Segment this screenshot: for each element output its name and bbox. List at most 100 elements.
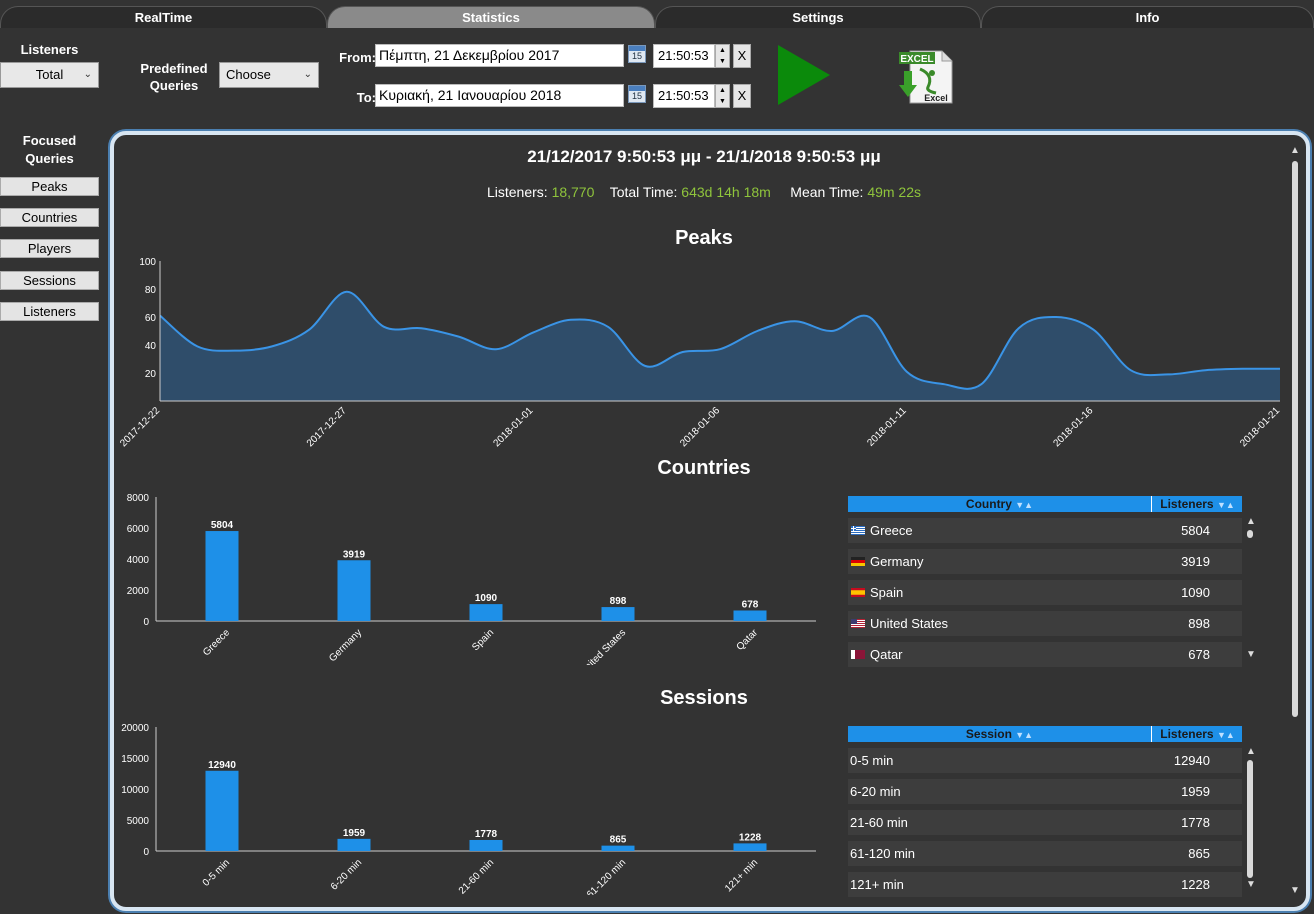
- table-row[interactable]: Spain 1090: [848, 580, 1242, 605]
- listeners-select[interactable]: Total ⌄: [0, 62, 99, 88]
- row-value: 1090: [1181, 585, 1210, 600]
- row-label: Qatar: [870, 647, 903, 662]
- countries-table-header: Country ▼▲ Listeners ▼▲: [848, 496, 1242, 512]
- sessions-y-tick-label: 15000: [121, 754, 149, 765]
- countries-bar: [601, 607, 635, 621]
- table-row[interactable]: Germany 3919: [848, 549, 1242, 574]
- scroll-down-icon[interactable]: ▼: [1290, 885, 1300, 896]
- sort-arrows-icon[interactable]: ▼▲: [1015, 500, 1034, 510]
- table-row[interactable]: United States 898: [848, 611, 1242, 636]
- row-label: Germany: [870, 554, 924, 569]
- countries-y-tick-label: 2000: [127, 586, 150, 597]
- peaks-button[interactable]: Peaks: [0, 177, 99, 196]
- table-row[interactable]: 0-5 min 12940: [848, 748, 1242, 773]
- countries-y-tick-label: 0: [143, 617, 149, 628]
- row-label: 21-60 min: [850, 815, 908, 830]
- peaks-y-tick-label: 80: [145, 285, 157, 296]
- country-header-label: Country: [965, 497, 1012, 511]
- excel-export-icon[interactable]: EXCEL Excel: [898, 47, 954, 105]
- tab-info[interactable]: Info: [981, 6, 1314, 28]
- sessions-y-tick-label: 0: [143, 847, 149, 858]
- peaks-y-tick-label: 40: [145, 341, 157, 352]
- table-row[interactable]: 21-60 min 1778: [848, 810, 1242, 835]
- peaks-x-tick-label: 2017-12-22: [118, 405, 162, 449]
- spin-up-icon[interactable]: ▲: [719, 47, 726, 54]
- row-value: 865: [1188, 846, 1210, 861]
- countries-category-label: Greece: [201, 627, 232, 658]
- germany-flag-icon: [851, 557, 865, 566]
- peaks-x-tick-label: 2018-01-01: [492, 405, 536, 449]
- scroll-down-icon[interactable]: ▼: [1246, 879, 1256, 890]
- countries-category-label: Germany: [327, 627, 364, 664]
- countries-value-label: 678: [742, 599, 759, 610]
- from-clear-button[interactable]: X: [733, 44, 751, 68]
- table-row[interactable]: Qatar 678: [848, 642, 1242, 667]
- to-time-spinner[interactable]: ▲ ▼: [715, 84, 730, 108]
- sessions-value-label: 865: [610, 835, 627, 846]
- excel-top-label: EXCEL: [900, 54, 933, 65]
- scroll-thumb[interactable]: [1247, 760, 1253, 878]
- listeners-button[interactable]: Listeners: [0, 302, 99, 321]
- spin-up-icon[interactable]: ▲: [719, 87, 726, 94]
- from-time-spinner[interactable]: ▲ ▼: [715, 44, 730, 68]
- predefined-queries-label: Predefined Queries: [130, 60, 218, 94]
- table-row[interactable]: 6-20 min 1959: [848, 779, 1242, 804]
- listeners-select-value: Total: [35, 67, 64, 82]
- scroll-up-icon[interactable]: ▲: [1290, 145, 1300, 156]
- from-date-field[interactable]: Πέμπτη, 21 Δεκεμβρίου 2017: [375, 44, 624, 67]
- scroll-down-icon[interactable]: ▼: [1246, 649, 1256, 660]
- scroll-thumb[interactable]: [1247, 530, 1253, 538]
- sessions-bar: [469, 839, 503, 851]
- row-value: 1959: [1181, 784, 1210, 799]
- scroll-up-icon[interactable]: ▲: [1246, 746, 1256, 757]
- table-row[interactable]: 61-120 min 865: [848, 841, 1242, 866]
- to-time-field[interactable]: 21:50:53: [653, 84, 715, 108]
- listeners-column-header[interactable]: Listeners ▼▲: [1153, 726, 1242, 743]
- tab-settings[interactable]: Settings: [655, 6, 981, 28]
- main-scrollbar[interactable]: ▲ ▼: [1290, 145, 1300, 899]
- sort-arrows-icon[interactable]: ▼▲: [1216, 730, 1235, 740]
- calendar-icon[interactable]: 15: [628, 45, 646, 63]
- spin-down-icon[interactable]: ▼: [719, 98, 726, 105]
- tab-realtime[interactable]: RealTime: [0, 6, 327, 28]
- countries-category-label: Spain: [470, 627, 496, 653]
- focused-queries-label: Focused Queries: [0, 132, 99, 168]
- countries-category-label: United States: [578, 627, 628, 665]
- country-column-header[interactable]: Country ▼▲: [848, 496, 1152, 512]
- spain-flag-icon: [851, 588, 865, 597]
- from-time-field[interactable]: 21:50:53: [653, 44, 715, 68]
- row-value: 3919: [1181, 554, 1210, 569]
- sessions-chart: 0 5000 10000 15000 20000 12940 0-5 min 1959 6-20…: [121, 723, 816, 895]
- countries-button[interactable]: Countries: [0, 208, 99, 227]
- players-button[interactable]: Players: [0, 239, 99, 258]
- row-value: 5804: [1181, 523, 1210, 538]
- chevron-down-icon: ⌄: [83, 69, 92, 80]
- peaks-x-tick-label: 2018-01-21: [1238, 405, 1282, 449]
- session-column-header[interactable]: Session ▼▲: [848, 726, 1152, 742]
- to-clear-button[interactable]: X: [733, 84, 751, 108]
- tab-statistics[interactable]: Statistics: [327, 6, 655, 28]
- sessions-button[interactable]: Sessions: [0, 271, 99, 290]
- total-time-label: Total Time:: [609, 184, 678, 200]
- row-value: 12940: [1173, 753, 1210, 768]
- sessions-category-label: 121+ min: [723, 857, 760, 894]
- peaks-chart: 20 40 60 80 100 2017-12-22 2017-12-27 2018-01-0…: [118, 257, 1282, 449]
- listeners-column-header[interactable]: Listeners ▼▲: [1153, 496, 1242, 513]
- spin-down-icon[interactable]: ▼: [719, 58, 726, 65]
- predefined-queries-select[interactable]: Choose ⌄: [219, 62, 319, 88]
- predefined-label-line1: Predefined: [140, 61, 208, 76]
- scroll-thumb[interactable]: [1292, 161, 1298, 717]
- sort-arrows-icon[interactable]: ▼▲: [1015, 730, 1034, 740]
- sessions-bar: [601, 845, 635, 851]
- play-icon[interactable]: [778, 45, 830, 105]
- countries-scrollbar[interactable]: ▲ ▼: [1246, 516, 1256, 666]
- scroll-up-icon[interactable]: ▲: [1246, 516, 1256, 527]
- peaks-x-tick-label: 2018-01-16: [1052, 405, 1096, 449]
- sort-arrows-icon[interactable]: ▼▲: [1216, 500, 1235, 510]
- sessions-scrollbar[interactable]: ▲ ▼: [1246, 746, 1256, 896]
- table-row[interactable]: Greece 5804: [848, 518, 1242, 543]
- to-date-field[interactable]: Κυριακή, 21 Ιανουαρίου 2018: [375, 84, 624, 107]
- calendar-icon[interactable]: 15: [628, 85, 646, 103]
- sessions-y-tick-label: 20000: [121, 723, 149, 734]
- table-row[interactable]: 121+ min 1228: [848, 872, 1242, 897]
